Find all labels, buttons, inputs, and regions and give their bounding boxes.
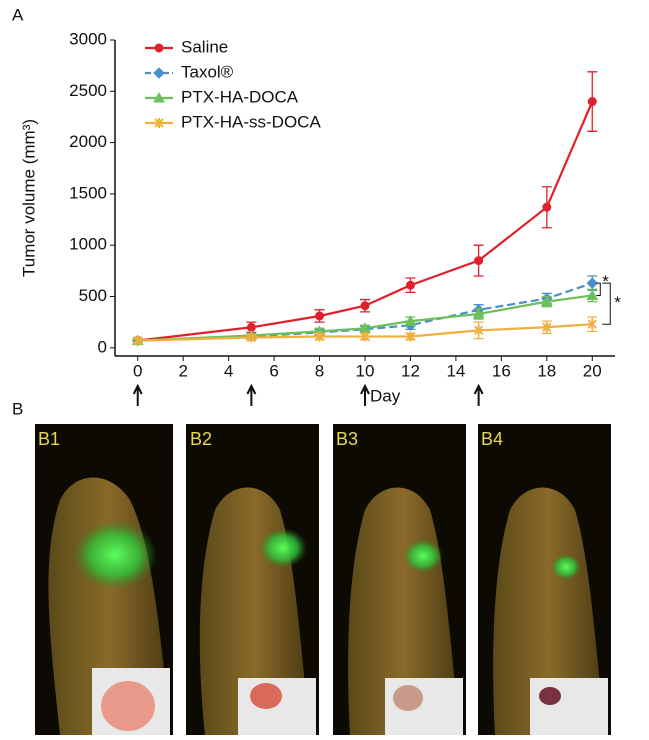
treatment-arrow [132,383,143,406]
legend-marker [153,67,165,79]
photo-panels [35,424,611,735]
photo-label: B3 [336,429,358,449]
y-tick-label: 1500 [69,183,107,202]
y-axis-label: Tumor volume (mm³) [19,119,38,277]
legend-marker [154,43,164,53]
data-point [133,335,143,346]
legend-marker [154,118,164,128]
series-line [137,323,593,342]
x-tick-label: 16 [492,361,511,380]
data-point [542,202,552,212]
x-tick-label: 0 [133,361,142,380]
x-tick-label: 18 [537,361,556,380]
data-point [586,277,598,289]
data-point [314,331,325,342]
data-point [315,311,325,321]
x-tick-label: 6 [269,361,278,380]
x-tick-label: 20 [583,361,602,380]
data-point [360,331,370,342]
data-point [540,295,553,307]
legend-label: PTX-HA-DOCA [181,87,299,106]
panel-label: B [12,399,23,418]
photo-label: B4 [481,429,503,449]
x-tick-label: 8 [315,361,324,380]
photo [186,424,319,735]
y-tick-label: 2500 [69,81,107,100]
significance: * [614,293,621,312]
x-tick-label: 10 [356,361,375,380]
y-tick-label: 1000 [69,235,107,254]
photo [333,424,466,735]
x-tick-label: 4 [224,361,233,380]
data-point [404,315,417,326]
x-tick-label: 12 [401,361,420,380]
data-point [474,256,484,266]
bracket [602,282,611,325]
data-point [586,289,599,300]
legend-label: PTX-HA-ss-DOCA [181,112,321,131]
significance: * [602,272,609,291]
treatment-arrow [246,383,257,406]
x-tick-label: 14 [446,361,465,380]
legend-label: Saline [181,37,228,56]
photo-label: B1 [38,429,60,449]
y-tick-label: 2000 [69,132,107,151]
bracket [596,282,601,296]
treatment-arrow [360,383,370,406]
photo [35,424,173,735]
data-point [405,280,415,290]
y-tick-label: 0 [98,337,107,356]
data-point [587,319,597,330]
data-point [542,322,552,333]
series-line [137,294,593,342]
data-point [472,307,485,319]
x-axis-label: Day [370,386,401,405]
y-tick-label: 3000 [69,29,107,48]
data-point [246,332,257,343]
x-tick-label: 2 [178,361,187,380]
data-point [405,331,416,342]
series-line [137,101,594,342]
photo-label: B2 [190,429,212,449]
data-point [473,325,484,336]
y-tick-label: 500 [79,286,107,305]
legend-marker [153,91,165,103]
panel-label: A [12,5,24,24]
photo [478,424,611,735]
treatment-arrow [473,383,484,406]
data-point [360,301,370,311]
data-point [587,97,597,107]
legend-label: Taxol® [181,62,234,81]
